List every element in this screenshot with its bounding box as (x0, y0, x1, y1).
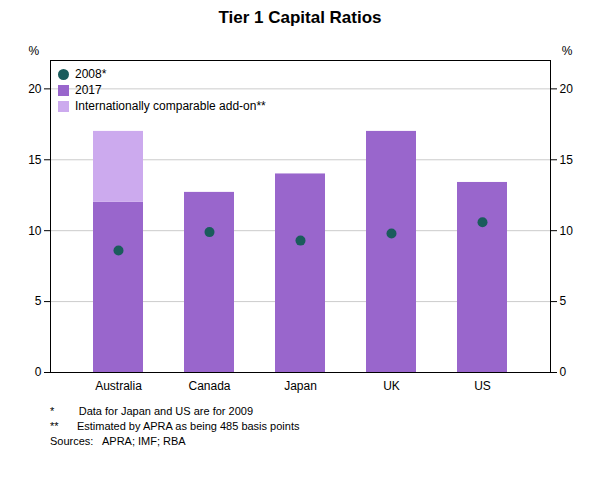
svg-text:UK: UK (383, 379, 400, 393)
svg-text:5: 5 (560, 294, 567, 308)
svg-text:Canada: Canada (188, 379, 230, 393)
svg-text:0: 0 (35, 365, 42, 379)
svg-text:20: 20 (560, 82, 574, 96)
svg-text:Japan: Japan (284, 379, 317, 393)
html-text:Sources: APRA; IMF; RBA: Sources: APRA; IMF; RBA (50, 435, 186, 447)
svg-text:10: 10 (560, 224, 574, 238)
html-text:* Data for Japan and US are fo: * Data for Japan and US are for 2009 (50, 405, 253, 417)
svg-text:10: 10 (28, 224, 42, 238)
html-text:2017: 2017 (75, 83, 102, 97)
svg-text:5: 5 (35, 294, 42, 308)
html-text:2008*: 2008* (75, 67, 107, 81)
svg-text:15: 15 (560, 153, 574, 167)
svg-text:US: US (474, 379, 491, 393)
svg-text:20: 20 (28, 82, 42, 96)
html-text:Tier 1 Capital Ratios: Tier 1 Capital Ratios (218, 8, 382, 27)
svg-text:Australia: Australia (95, 379, 142, 393)
svg-text:15: 15 (28, 153, 42, 167)
svg-text:%: % (29, 44, 40, 58)
svg-text:0: 0 (560, 365, 567, 379)
html-text:Internationally comparable add: Internationally comparable add-on** (75, 99, 266, 113)
svg-text:%: % (562, 44, 573, 58)
html-text:** Estimated by APRA as being: ** Estimated by APRA as being 485 basis … (50, 420, 300, 432)
